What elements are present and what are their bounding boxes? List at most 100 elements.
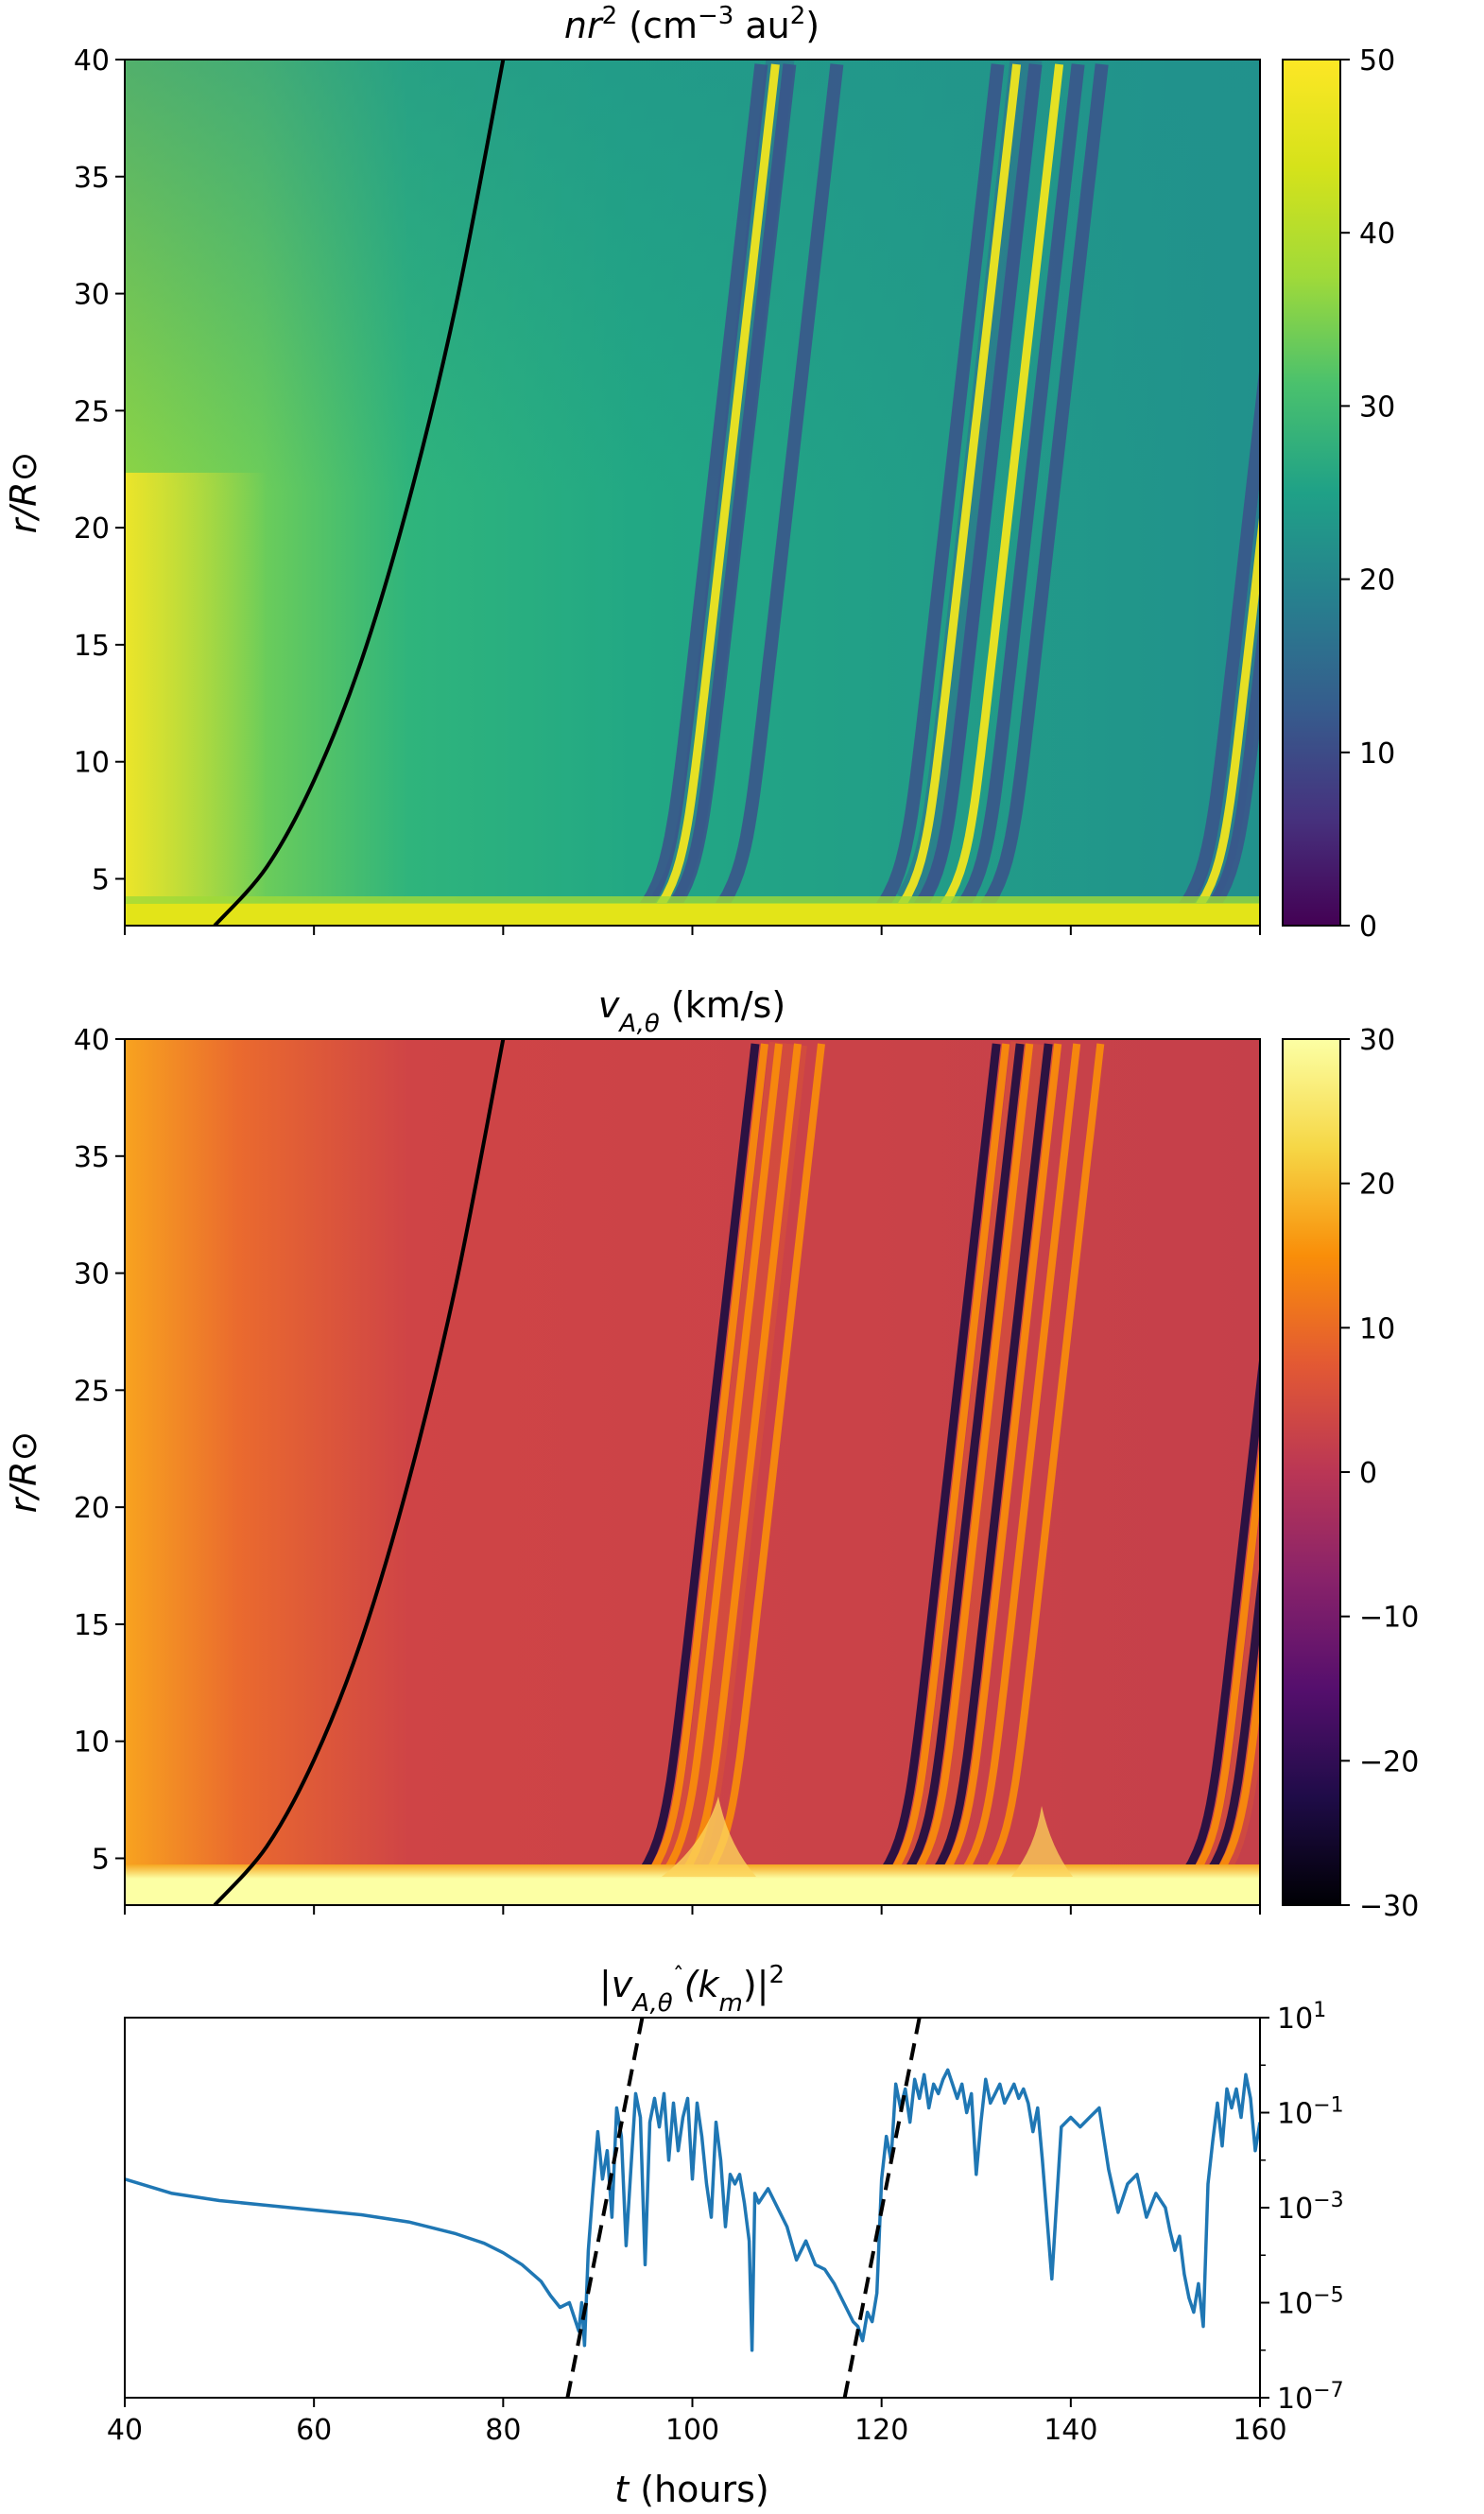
alfven-cbtick-label: −30 — [1359, 1890, 1419, 1923]
alfven-streak — [680, 1043, 802, 1877]
alfven-y-ticks: 5 10 15 20 25 30 35 40 — [74, 1024, 125, 1876]
alfven-trajectory-curve — [213, 1039, 506, 1905]
spectrum-xtick-label: 100 — [665, 2414, 719, 2447]
alfven-band — [1200, 1514, 1260, 1882]
spectrum-ytick-label: 10−5 — [1277, 2283, 1344, 2321]
alfven-streak — [940, 1043, 1062, 1877]
density-streak — [913, 63, 1043, 910]
density-ytick-label: 5 — [92, 863, 110, 896]
alfven-streak — [703, 1043, 825, 1877]
density-cbtick-label: 0 — [1359, 910, 1377, 944]
alfven-ytick-label: 30 — [74, 1258, 110, 1292]
alfven-cbtick-label: 30 — [1359, 1024, 1395, 1057]
density-trajectory-curve — [213, 60, 506, 926]
density-ytick-label: 35 — [74, 162, 110, 195]
alfven-streak — [888, 1043, 1010, 1877]
density-streak — [979, 63, 1109, 910]
density-ytick-label: 25 — [74, 395, 110, 428]
spectrum-panel: |vA,θˆ(km)|2 40 60 80 100 120 140 160 10−7 10−5… — [107, 1961, 1344, 2510]
alfven-streak — [901, 1043, 1025, 1878]
density-cbtick-label: 40 — [1359, 217, 1395, 251]
density-streak — [667, 63, 797, 910]
density-cbtick-label: 10 — [1359, 737, 1395, 771]
alfven-streak — [1204, 1561, 1260, 1878]
spectrum-plot-area — [125, 2018, 1260, 2398]
spectrum-line — [125, 2068, 1260, 2352]
alfven-streak — [636, 1043, 760, 1878]
spectrum-xlabel: t (hours) — [614, 2469, 768, 2510]
spectrum-xtick-label: 140 — [1044, 2414, 1097, 2447]
alfven-streak — [1190, 1439, 1260, 1877]
spectrum-panel-title: |vA,θˆ(km)|2 — [599, 1961, 785, 2018]
alfven-ytick-label: 35 — [74, 1141, 110, 1174]
spectrum-xtick-label: 40 — [107, 2414, 143, 2447]
density-left-glow — [125, 473, 267, 926]
alfven-colorbar — [1283, 1039, 1340, 1905]
density-inner-boundary — [125, 903, 1260, 926]
alfven-cbtick-label: 10 — [1359, 1312, 1395, 1345]
alfven-streak — [1214, 1648, 1260, 1877]
alfven-ytick-label: 25 — [74, 1375, 110, 1408]
growth-fit-line-2 — [842, 2018, 922, 2398]
alfven-x-ticks — [124, 1905, 1261, 1915]
density-streaks — [639, 60, 1260, 911]
density-streak — [896, 63, 1022, 910]
density-band — [896, 60, 1043, 911]
density-cbtick-label: 30 — [1359, 390, 1395, 424]
spectrum-y-ticks: 10−7 10−5 10−3 10−1 101 — [1260, 1999, 1344, 2417]
spectrum-ytick-label: 101 — [1277, 1999, 1326, 2037]
density-panel: nr2 (cm−3 au2) 5 10 15 20 25 30 35 40 r/R⊙ 0 10 2… — [3, 2, 1395, 944]
alfven-ytick-label: 5 — [92, 1843, 110, 1876]
alfven-floor-bump-2 — [1011, 1806, 1073, 1877]
density-panel-title: nr2 (cm−3 au2) — [564, 2, 820, 46]
alfven-streak — [661, 1043, 783, 1877]
density-streak — [715, 63, 844, 910]
alfven-streak — [911, 1043, 1034, 1877]
alfven-colorbar-ticks: −30 −20 −10 0 10 20 30 — [1340, 1024, 1419, 1923]
density-ytick-label: 10 — [74, 747, 110, 780]
density-heatmap — [125, 60, 1260, 926]
alfven-streaks — [636, 1041, 1260, 1887]
density-ytick-label: 40 — [74, 44, 110, 78]
density-ylabel: r/R⊙ — [3, 452, 44, 534]
alfven-streak — [958, 1043, 1081, 1877]
spectrum-ytick-label: 10−1 — [1277, 2093, 1344, 2131]
density-streak — [1195, 509, 1260, 910]
alfven-band — [657, 1041, 807, 1885]
alfven-streak — [1181, 1351, 1260, 1878]
density-cbtick-label: 50 — [1359, 44, 1395, 78]
alfven-streak — [647, 1043, 768, 1877]
density-streak — [875, 63, 1005, 910]
alfven-cbtick-label: 0 — [1359, 1457, 1377, 1490]
spectrum-ytick-label: 10−3 — [1277, 2189, 1344, 2227]
growth-fit-line-1 — [565, 2018, 645, 2398]
alfven-band — [899, 1041, 1059, 1887]
alfven-streak — [929, 1043, 1053, 1878]
alfven-ytick-label: 40 — [74, 1024, 110, 1057]
density-streak — [1207, 614, 1260, 910]
alfven-panel-title: vA,θ (km/s) — [598, 984, 785, 1038]
density-streak — [1178, 363, 1260, 910]
density-streak — [639, 63, 768, 910]
density-ytick-label: 20 — [74, 512, 110, 546]
alfven-streak — [877, 1043, 1001, 1878]
alfven-ytick-label: 15 — [74, 1609, 110, 1642]
density-colorbar-ticks: 0 10 20 30 40 50 — [1340, 44, 1395, 944]
spectrum-ytick-label: 10−7 — [1277, 2379, 1344, 2417]
spectrum-xtick-label: 60 — [296, 2414, 332, 2447]
density-streak — [956, 63, 1085, 910]
alfven-floor-bump-1 — [662, 1796, 756, 1877]
alfven-ytick-label: 20 — [74, 1492, 110, 1525]
density-colorbar — [1283, 60, 1340, 926]
alfven-streak — [982, 1043, 1105, 1877]
spectrum-x-ticks: 40 60 80 100 120 140 160 — [107, 2398, 1287, 2447]
density-ytick-label: 15 — [74, 630, 110, 663]
density-x-ticks — [124, 926, 1261, 935]
density-streak — [655, 63, 780, 910]
density-streak — [939, 63, 1064, 910]
spectrum-xtick-label: 80 — [485, 2414, 521, 2447]
alfven-cbtick-label: −20 — [1359, 1745, 1419, 1778]
density-ytick-label: 30 — [74, 279, 110, 312]
